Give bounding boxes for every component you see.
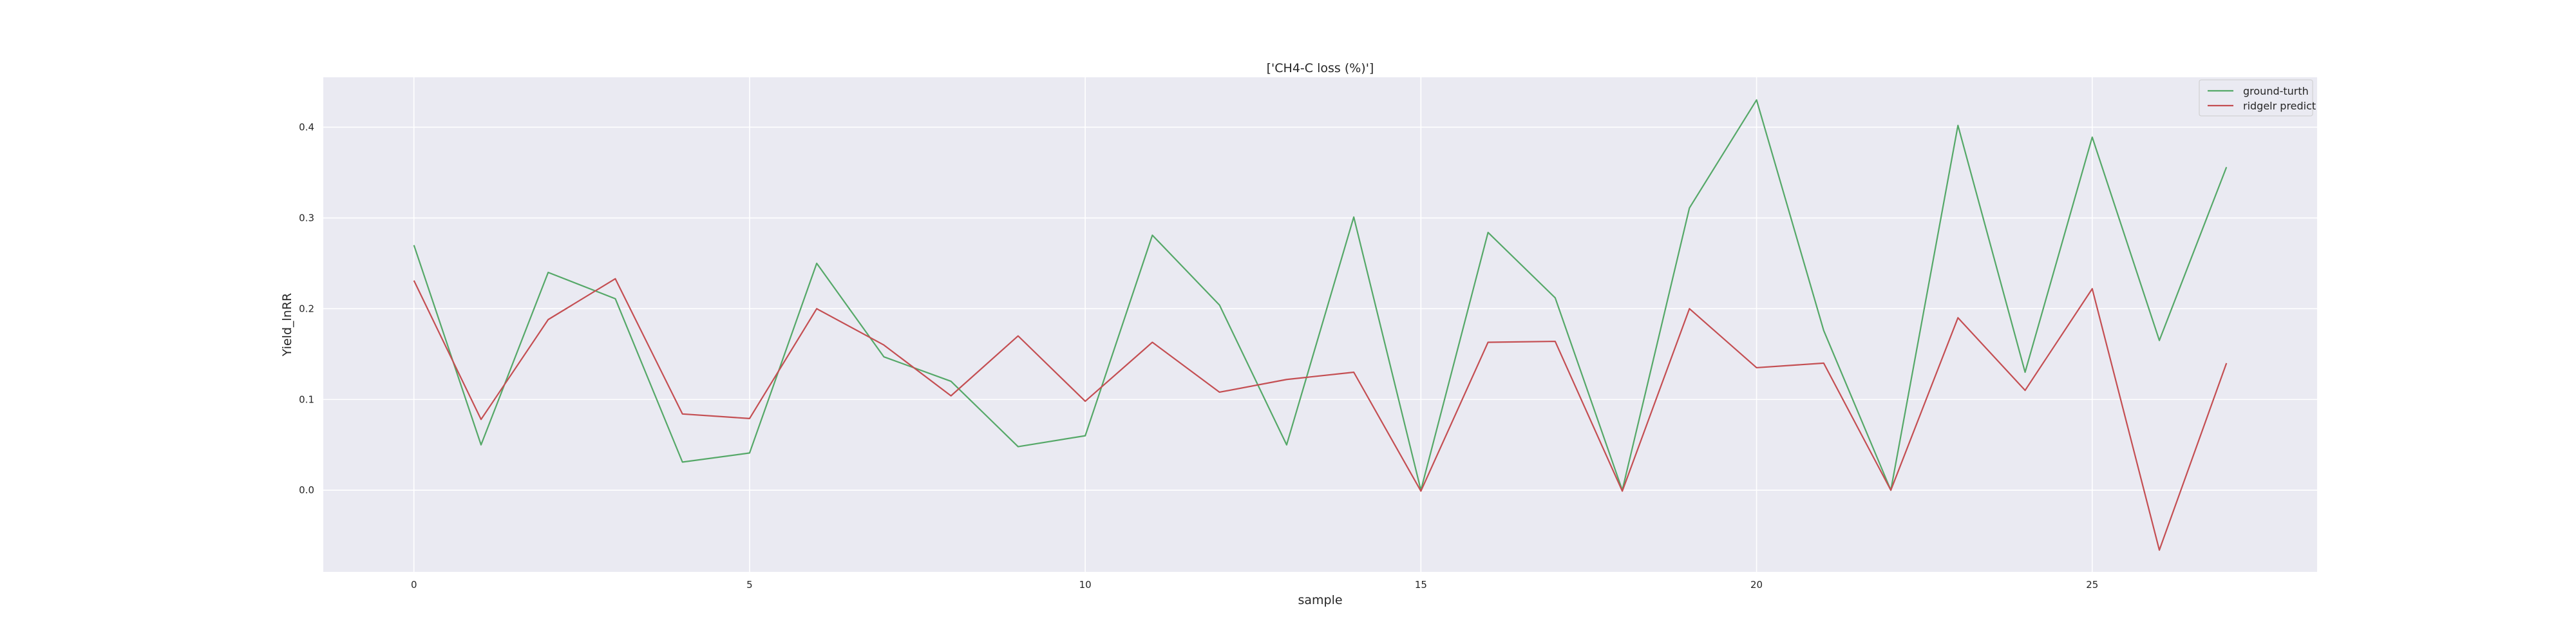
y-tick-label: 0.1 — [299, 393, 314, 405]
tick-labels: 0 5 10 15 20 25 0.0 0.1 0.2 0.3 0.4 — [299, 122, 2098, 591]
x-tick-label: 20 — [1750, 579, 1763, 591]
series-line-ridgelr-predict — [413, 278, 2228, 551]
x-tick-label: 10 — [1079, 579, 1092, 591]
grid-lines — [323, 77, 2317, 572]
legend: ground-turth ridgelr predict — [2199, 79, 2316, 117]
series-layer — [413, 99, 2228, 551]
x-axis-label: sample — [1298, 593, 1342, 607]
y-tick-label: 0.2 — [299, 303, 314, 314]
series-line-ground-turth — [413, 99, 2228, 491]
x-tick-label: 25 — [2086, 579, 2098, 591]
y-axis-label: Yield_lnRR — [280, 293, 294, 357]
legend-label-ridgelr-predict: ridgelr predict — [2243, 100, 2316, 112]
x-tick-label: 15 — [1415, 579, 1427, 591]
x-tick-label: 0 — [411, 579, 417, 591]
chart-title: ['CH4-C loss (%)'] — [1267, 61, 1374, 75]
legend-label-ground-turth: ground-turth — [2243, 85, 2309, 97]
x-tick-label: 5 — [746, 579, 753, 591]
y-tick-label: 0.4 — [299, 122, 314, 133]
y-tick-label: 0.0 — [299, 484, 314, 496]
y-tick-label: 0.3 — [299, 212, 314, 223]
legend-box — [2199, 79, 2313, 117]
plot-background — [323, 77, 2317, 572]
